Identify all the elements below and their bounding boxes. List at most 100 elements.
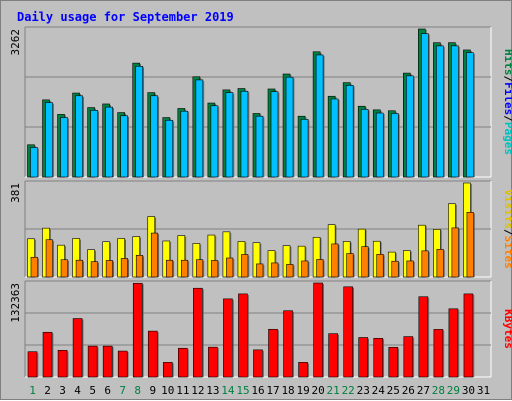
sites-bar-day-7 [120,258,128,278]
kbytes-bar-day-17 [268,328,278,378]
kbytes-bar-day-15 [238,293,248,378]
x-tick-label-day-18: 18 [281,384,294,397]
kbytes-bar-day-9 [147,330,158,378]
sites-bar-day-5 [90,261,98,278]
sites-bar-day-11 [181,259,189,278]
files-bar-day-5 [90,110,98,178]
x-tick-label-day-20: 20 [312,384,325,397]
panel-visits-legend: Visits/Sites [502,189,512,269]
kbytes-bar-day-5 [87,345,98,378]
sites-bar-day-22 [346,253,354,278]
kbytes-bar-day-7 [117,350,128,378]
kbytes-bar-day-19 [298,362,308,378]
kbytes-bar-day-11 [178,347,188,378]
legend-item: Visits [502,189,512,229]
sites-bar-day-26 [406,260,414,278]
sites-bar-day-3 [60,259,68,278]
sites-bar-day-16 [256,263,264,278]
files-bar-day-11 [180,110,189,178]
x-tick-label-day-15: 15 [236,384,249,397]
sites-bar-day-8 [135,254,144,278]
x-tick-label-day-8: 8 [134,384,141,397]
x-tick-label-day-19: 19 [296,384,309,397]
x-tick-label-day-1: 1 [29,384,36,397]
legend-separator: / [502,229,512,236]
x-tick-label-day-5: 5 [89,384,96,397]
sites-bar-day-19 [301,260,309,278]
x-tick-label-day-3: 3 [59,384,66,397]
x-tick-label-day-4: 4 [74,384,81,397]
files-bar-day-18 [285,76,294,178]
x-tick-label-day-14: 14 [221,384,235,397]
files-bar-day-23 [360,109,369,178]
kbytes-bar-day-30 [463,293,474,378]
sites-bar-day-14 [226,257,234,278]
sites-bar-day-23 [361,246,369,278]
sites-bar-day-21 [331,243,339,278]
x-tick-label-day-27: 27 [417,384,430,397]
kbytes-bar-day-12 [193,287,203,378]
kbytes-bar-day-20 [313,282,323,378]
x-tick-label-day-6: 6 [104,384,111,397]
files-bar-day-12 [195,79,204,178]
files-bar-day-17 [270,91,279,178]
sites-bar-day-27 [421,250,429,278]
x-tick-label-day-22: 22 [342,384,355,397]
kbytes-bar-day-2 [42,331,53,378]
files-bar-day-28 [436,45,444,178]
x-tick-label-day-29: 29 [447,384,460,397]
sites-bar-day-20 [316,259,324,278]
chart-title: Daily usage for September 2019 [17,10,234,24]
x-tick-label-day-10: 10 [161,384,174,397]
sites-bar-day-1 [30,256,38,278]
sites-bar-day-4 [75,259,83,278]
files-bar-day-14 [225,92,234,178]
x-tick-label-day-7: 7 [119,384,126,397]
files-bar-day-19 [300,119,309,178]
files-bar-day-29 [451,45,459,178]
x-tick-label-day-28: 28 [432,384,445,397]
sites-bar-day-29 [451,227,459,278]
x-tick-label-day-21: 21 [327,384,340,397]
x-tick-label-day-16: 16 [251,384,264,397]
kbytes-bar-day-27 [418,296,429,378]
sites-bar-day-15 [241,254,249,278]
files-bar-day-30 [466,52,474,178]
sites-bar-day-18 [286,264,294,278]
kbytes-bar-day-8 [132,282,143,378]
files-bar-day-8 [135,65,144,178]
legend-item: KBytes [502,309,512,349]
files-bar-day-21 [330,98,339,178]
files-bar-day-7 [120,115,128,178]
kbytes-bar-day-23 [358,337,369,378]
x-tick-label-day-23: 23 [357,384,370,397]
kbytes-bar-day-6 [102,345,113,378]
files-bar-day-25 [390,113,399,178]
x-tick-label-day-31: 31 [477,384,490,397]
x-tick-label-day-11: 11 [176,384,189,397]
kbytes-bar-day-10 [162,362,173,378]
files-bar-day-9 [150,95,159,178]
files-bar-day-22 [345,85,354,178]
files-bar-day-13 [210,105,219,178]
kbytes-bar-day-21 [328,333,338,378]
kbytes-bar-day-25 [388,347,399,378]
x-tick-label-day-17: 17 [266,384,279,397]
sites-bar-day-9 [150,232,159,278]
sites-bar-day-6 [105,260,113,278]
files-bar-day-15 [240,90,249,178]
x-tick-label-day-9: 9 [149,384,156,397]
legend-separator: / [502,115,512,122]
legend-item: Files [502,82,512,115]
files-bar-day-20 [315,54,324,178]
legend-item: Sites [502,236,512,269]
sites-bar-day-2 [45,239,53,278]
files-bar-day-24 [375,112,384,178]
files-bar-day-6 [105,106,113,178]
kbytes-bar-day-28 [433,329,444,378]
kbytes-bar-day-29 [448,308,459,378]
files-bar-day-16 [255,115,264,178]
x-tick-label-day-12: 12 [191,384,204,397]
kbytes-bar-day-16 [253,349,263,378]
